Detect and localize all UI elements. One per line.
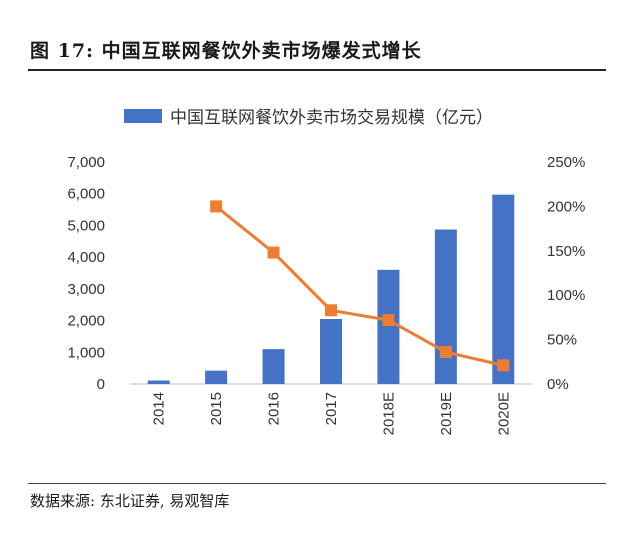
y-left-tick-label: 4,000 [67,249,105,266]
x-tick-label: 2018E [380,392,397,435]
y-right-tick-label: 200% [547,198,585,215]
y-right-tick-label: 250% [547,154,585,171]
bar [262,349,285,384]
y-left-tick-label: 2,000 [67,313,105,330]
source-divider [28,483,606,484]
growth-point [439,346,452,359]
growth-point [210,200,223,213]
source-note: 数据来源: 东北证券, 易观智库 [30,492,230,510]
y-left-tick-label: 1,000 [67,344,105,361]
growth-point [382,314,395,327]
bar [434,229,457,384]
bar [492,194,515,384]
figure-title: 图 17: 中国互联网餐饮外卖市场爆发式增长 [30,40,422,62]
x-tick-label: 2019E [438,392,455,435]
bar [377,269,400,384]
y-right-tick-label: 0% [547,376,569,393]
legend-swatch-bar [124,108,162,123]
y-right-tick-label: 150% [547,243,585,260]
y-right-tick-label: 50% [547,332,577,349]
y-left-tick-label: 5,000 [67,217,105,234]
title-divider [28,69,606,71]
x-tick-label: 2015 [208,392,225,425]
y-left-tick-label: 0 [97,376,105,393]
chart-legend: 中国互联网餐饮外卖市场交易规模（亿元） [124,103,493,128]
growth-point [325,304,337,317]
y-right-tick-label: 100% [547,287,585,304]
bar [147,380,170,384]
growth-point [497,359,510,372]
y-left-tick-label: 7,000 [67,154,105,171]
x-tick-label: 2017 [323,392,340,425]
growth-point [267,246,280,259]
growth-line [215,205,504,367]
x-tick-label: 2016 [266,392,283,425]
x-tick-label: 2014 [151,392,168,425]
x-tick-label: 2020E [495,392,512,435]
y-left-tick-label: 6,000 [67,186,105,203]
bar [205,370,228,384]
bar [320,318,342,384]
y-left-tick-label: 3,000 [67,281,105,298]
legend-label-bar: 中国互联网餐饮外卖市场交易规模（亿元） [170,108,493,128]
